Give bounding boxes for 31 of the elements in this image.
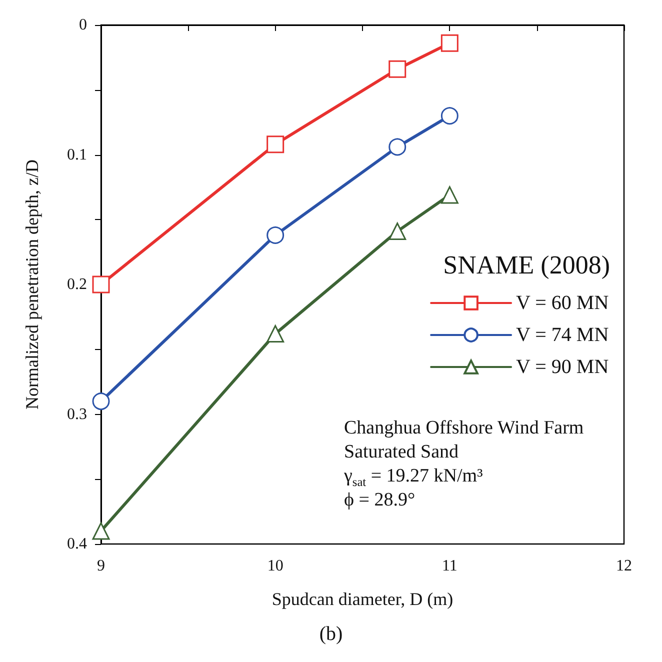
y-tick-label: 0.2 bbox=[67, 276, 87, 293]
point bbox=[440, 34, 458, 52]
annotation: Changhua Offshore Wind Farm bbox=[344, 418, 584, 438]
point bbox=[92, 392, 110, 410]
y-tick-label: 0 bbox=[79, 16, 87, 34]
point bbox=[266, 226, 284, 244]
x-tick-label: 10 bbox=[267, 558, 284, 574]
annotation: Saturated Sand bbox=[344, 442, 459, 462]
legend-label: V = 74 MN bbox=[516, 324, 609, 346]
point bbox=[388, 138, 406, 156]
point bbox=[440, 107, 458, 125]
point bbox=[266, 136, 284, 154]
annotation: ϕ = 28.9° bbox=[344, 490, 416, 510]
x-tick-label: 9 bbox=[97, 558, 105, 574]
point bbox=[440, 186, 458, 204]
x-tick-label: 12 bbox=[616, 558, 632, 574]
legend-title: SNAME (2008) bbox=[443, 250, 610, 280]
point bbox=[92, 522, 110, 540]
point bbox=[388, 60, 406, 78]
y-tick-label: 0.4 bbox=[67, 536, 87, 552]
x-axis-title: Spudcan diameter, D (m) bbox=[272, 589, 454, 609]
point bbox=[92, 276, 110, 294]
text: (b) bbox=[319, 623, 343, 645]
y-tick-label: 0.1 bbox=[67, 146, 87, 164]
point bbox=[388, 222, 406, 240]
y-axis-title: Normalized penetration depth, z/D bbox=[22, 160, 42, 410]
legend-label: V = 90 MN bbox=[516, 356, 609, 378]
point bbox=[266, 325, 284, 343]
y-tick-label: 0.3 bbox=[67, 406, 87, 423]
x-tick-label: 11 bbox=[442, 558, 458, 574]
legend-label: V = 60 MN bbox=[516, 292, 609, 314]
